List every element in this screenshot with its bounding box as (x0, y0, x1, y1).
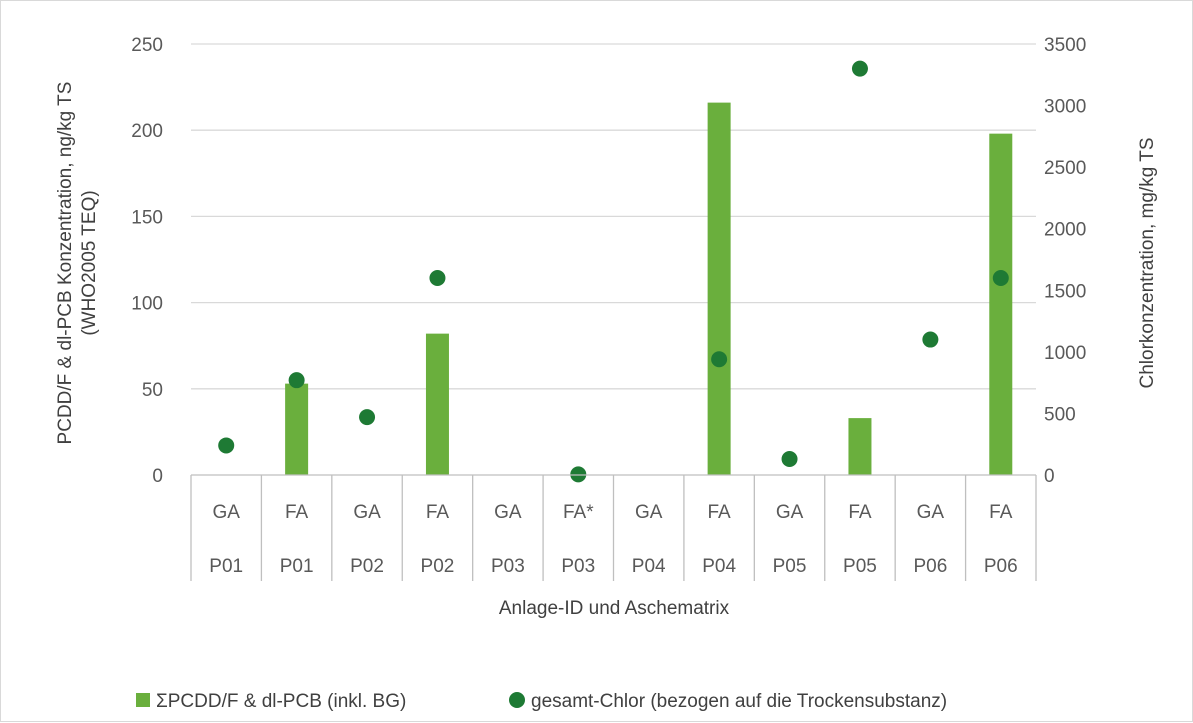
bar (848, 418, 872, 475)
scatter-point (781, 450, 798, 467)
y-right-tick-label: 2000 (1044, 220, 1086, 241)
y-right-tick-label: 1000 (1044, 343, 1086, 364)
category-label-matrix: FA (848, 502, 872, 523)
category-label-plant: P05 (843, 556, 877, 577)
y-axis-left-title-line2: (WHO2005 TEQ) (79, 190, 100, 335)
category-label-plant: P06 (984, 556, 1018, 577)
scatter-point (851, 60, 868, 77)
scatter-point (711, 351, 728, 368)
scatter-point (922, 331, 939, 348)
y-axis-left-title-line1: PCDD/F & dl-PCB Konzentration, ng/kg TS (55, 82, 76, 445)
y-axis-right-title: Chlorkonzentration, mg/kg TS (1137, 138, 1158, 389)
x-axis-title: Anlage-ID und Aschematrix (499, 598, 730, 619)
category-label-matrix: GA (353, 502, 381, 523)
category-label-matrix: FA (285, 502, 309, 523)
svg-text:Chlorkonzentration, mg/kg TS: Chlorkonzentration, mg/kg TS (1137, 138, 1158, 389)
scatter-point (429, 269, 446, 286)
y-left-tick-label: 250 (131, 35, 163, 56)
category-label-matrix: FA (708, 502, 732, 523)
scatter-point (218, 437, 235, 454)
y-right-tick-label: 3500 (1044, 35, 1086, 56)
category-label-plant: P01 (209, 556, 243, 577)
legend-scatter-label: gesamt-Chlor (bezogen auf die Trockensub… (531, 691, 947, 712)
legend-bar-label: ΣPCDD/F & dl-PCB (inkl. BG) (156, 691, 406, 712)
category-label-matrix: GA (917, 502, 945, 523)
category-label-plant: P06 (913, 556, 947, 577)
y-left-tick-label: 100 (131, 294, 163, 315)
y-axis-left-title: PCDD/F & dl-PCB Konzentration, ng/kg TS … (55, 82, 100, 445)
category-label-matrix: GA (212, 502, 240, 523)
category-label-plant: P03 (561, 556, 595, 577)
y-right-tick-label: 0 (1044, 466, 1055, 487)
category-label-plant: P02 (350, 556, 384, 577)
x-axis: GA P01 FA P01 GA P02 FA P02 GA P03 FA* P03 GA P04 FA P0… (190, 474, 1037, 581)
gridlines (191, 43, 1036, 390)
y-axis-left: 0 50 100 150 200 250 (131, 35, 163, 487)
legend-scatter-swatch (509, 692, 525, 708)
legend: ΣPCDD/F & dl-PCB (inkl. BG) gesamt-Chlor… (136, 691, 947, 712)
y-left-tick-label: 50 (142, 380, 163, 401)
category-label-plant: P01 (280, 556, 314, 577)
y-axis-right: 0 500 1000 1500 2000 2500 3000 3500 (1044, 35, 1086, 487)
scatter-point (992, 269, 1009, 286)
scatter-point (288, 372, 305, 389)
category-label-matrix: GA (635, 502, 663, 523)
category-label-matrix: FA (426, 502, 450, 523)
y-left-tick-label: 150 (131, 207, 163, 228)
category-label-plant: P03 (491, 556, 525, 577)
bar (989, 133, 1013, 475)
category-label-matrix: FA* (563, 502, 594, 523)
bar (425, 333, 449, 475)
y-left-tick-label: 0 (152, 466, 163, 487)
bar-series (285, 102, 1013, 475)
category-label-plant: P05 (773, 556, 807, 577)
category-label-plant: P02 (421, 556, 455, 577)
y-right-tick-label: 1500 (1044, 281, 1086, 302)
y-right-tick-label: 2500 (1044, 158, 1086, 179)
y-right-tick-label: 3000 (1044, 97, 1086, 118)
category-label-plant: P04 (702, 556, 736, 577)
bar (707, 102, 731, 475)
legend-bar-swatch (136, 693, 150, 707)
category-label-matrix: FA (989, 502, 1013, 523)
y-right-tick-label: 500 (1044, 404, 1076, 425)
scatter-series (218, 60, 1009, 483)
category-label-plant: P04 (632, 556, 666, 577)
scatter-point (359, 409, 376, 426)
category-label-matrix: GA (494, 502, 522, 523)
category-label-matrix: GA (776, 502, 804, 523)
bar (285, 383, 309, 475)
y-left-tick-label: 200 (131, 121, 163, 142)
